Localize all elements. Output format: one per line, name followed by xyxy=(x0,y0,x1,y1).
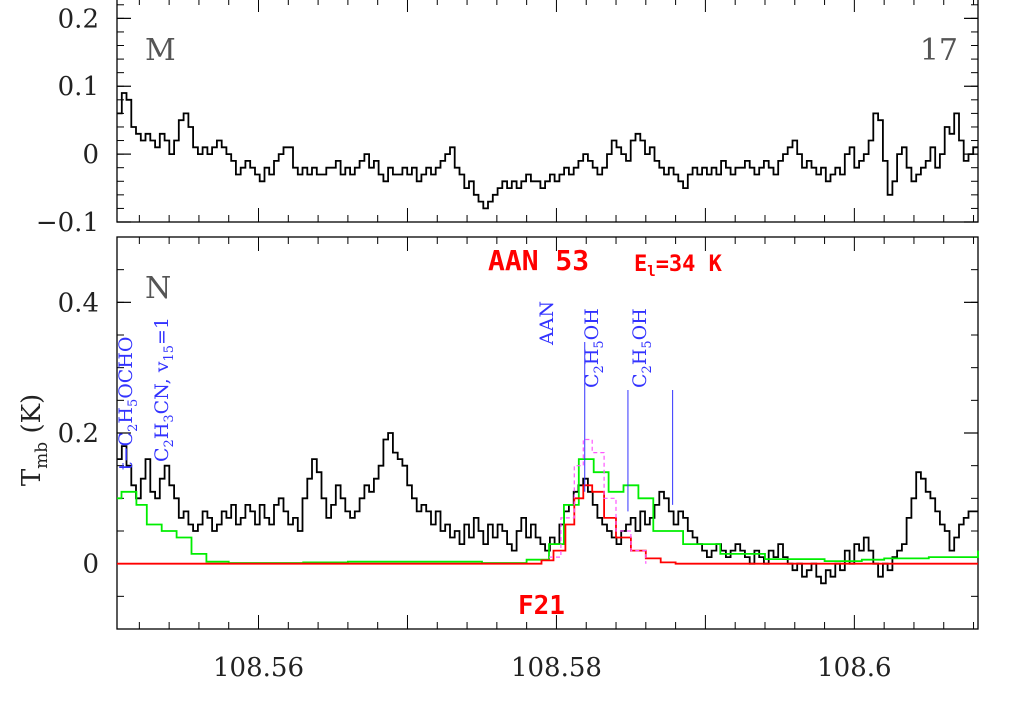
bottom-panel-ticks: 108.56 108.58 108.6 0.4 0.2 0 xyxy=(58,0,978,683)
bottom-panel-frame xyxy=(116,236,979,630)
bottom-ytick-label: 0 xyxy=(82,550,99,580)
bottom-ytick-label: 0.2 xyxy=(58,419,99,449)
y-axis-label-unit: (K) xyxy=(17,394,47,434)
species-label-ethanol-1: C2H5OH xyxy=(581,308,607,388)
feature-label: F21 xyxy=(518,591,565,621)
top-ytick-label: −0.1 xyxy=(36,208,99,238)
energy-label: El=34 K xyxy=(634,252,723,280)
top-panel-number: 17 xyxy=(920,33,958,68)
y-axis-label-main: T xyxy=(17,468,47,486)
top-ytick-label: 0.1 xyxy=(58,72,99,102)
model-all-species-line xyxy=(117,458,979,564)
species-label-ethanol-2: C2H5OH xyxy=(629,308,655,388)
top-ytick-label: 0 xyxy=(82,140,99,170)
top-panel-frame xyxy=(116,0,979,223)
xtick-label: 108.56 xyxy=(213,653,304,683)
top-panel-series xyxy=(117,92,978,210)
bottom-ytick-label: 0.4 xyxy=(58,288,99,318)
top-panel-letter: M xyxy=(145,33,176,68)
top-panel-ticks: 0.2 0.1 0 −0.1 xyxy=(36,4,978,238)
bottom-panel-letter: N xyxy=(145,271,171,306)
model-aan-dashed-line xyxy=(549,438,647,564)
bottom-panel-series xyxy=(117,432,979,585)
xtick-label: 108.58 xyxy=(511,653,602,683)
species-label-ethyl-formate: t−C2H5OCHO xyxy=(115,337,141,471)
species-markers xyxy=(584,342,674,512)
observed-spectrum-line xyxy=(117,432,978,585)
y-axis-label-subscript: mb xyxy=(32,442,52,469)
top-ytick-label: 0.2 xyxy=(58,4,99,34)
species-label-vinyl-cyanide: C2H3CN, v15=1 xyxy=(151,317,177,462)
xtick-label: 108.6 xyxy=(817,653,891,683)
model-aan-line xyxy=(117,484,978,565)
y-axis-label: Tmb (K) xyxy=(17,394,52,486)
transition-title: AAN 53 xyxy=(488,244,589,277)
top-spectrum-line xyxy=(117,92,978,210)
species-label-aan: AAN xyxy=(536,301,558,346)
